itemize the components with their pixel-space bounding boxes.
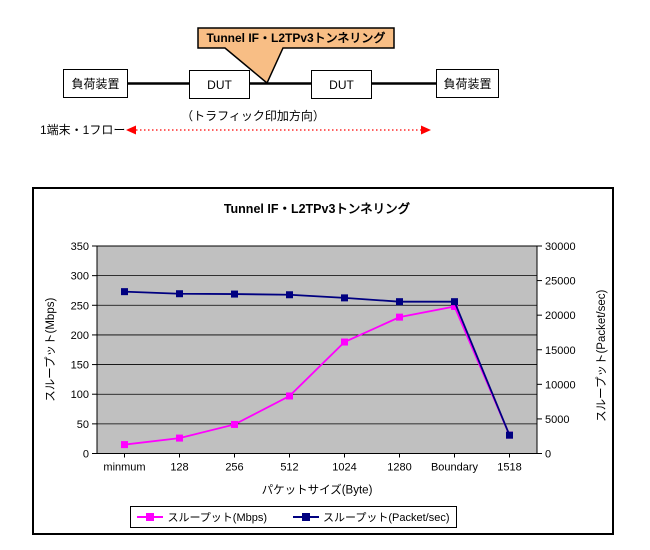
x-tick-label: 256 — [225, 462, 243, 474]
series-marker-0 — [396, 313, 403, 321]
legend-entry-0: スループット(Mbps) — [137, 509, 267, 525]
y-tick-label-right: 15000 — [545, 345, 576, 357]
x-tick-label: 512 — [280, 462, 298, 474]
traffic-arrow-head-right-icon — [421, 125, 431, 135]
y-tick-label-left: 150 — [71, 360, 89, 372]
series-marker-1 — [231, 290, 238, 298]
series-marker-0 — [231, 420, 238, 428]
dut-left-label: DUT — [207, 77, 232, 92]
series-marker-1 — [286, 291, 293, 299]
series-marker-0 — [451, 302, 458, 310]
network-diagram-canvas — [126, 27, 436, 135]
y-axis-title-left: スループット(Mbps) — [44, 298, 57, 402]
y-tick-label-right: 25000 — [545, 276, 576, 288]
series-marker-1 — [506, 431, 513, 439]
traffic-arrow-head-left-icon — [126, 125, 136, 135]
traffic-direction-label: （トラフィック印加方向） — [181, 109, 325, 123]
series-marker-1 — [341, 294, 348, 302]
legend-swatch-icon — [293, 513, 320, 521]
y-tick-label-left: 250 — [71, 300, 89, 312]
y-tick-label-left: 0 — [83, 449, 89, 461]
load-device-left-label: 負荷装置 — [71, 77, 120, 91]
legend-marker-icon — [146, 513, 155, 521]
x-tick-label: Boundary — [431, 462, 479, 474]
legend-swatch-icon — [137, 513, 164, 521]
series-marker-0 — [121, 441, 128, 449]
y-tick-label-right: 10000 — [545, 379, 576, 391]
series-line-0 — [124, 305, 511, 446]
x-axis-title: パケットサイズ(Byte) — [262, 483, 373, 497]
throughput-chart-frame: Tunnel IF・L2TPv3トンネリング 0 50 100 150 200 250 300… — [32, 187, 614, 535]
series-marker-1 — [451, 298, 458, 306]
x-tick-label: 1280 — [387, 462, 411, 474]
y-tick-label-right: 20000 — [545, 310, 576, 322]
y-tick-label-left: 300 — [71, 271, 89, 283]
y-tick-label-left: 50 — [77, 419, 89, 431]
load-device-right-label: 負荷装置 — [443, 77, 492, 91]
load-device-right-box: 負荷装置 — [436, 69, 499, 98]
throughput-chart-canvas: Tunnel IF・L2TPv3トンネリング 0 50 100 150 200 250 300… — [44, 201, 608, 497]
tunnel-callout-label: Tunnel IF・L2TPv3トンネリング — [206, 31, 386, 45]
load-device-left-box: 負荷装置 — [63, 69, 128, 98]
dut-right-box: DUT — [311, 70, 372, 99]
series-marker-1 — [176, 290, 183, 298]
chart-title: Tunnel IF・L2TPv3トンネリング — [224, 201, 411, 216]
y-tick-label-right: 0 — [545, 449, 551, 461]
series-marker-1 — [396, 298, 403, 306]
legend-entry-1: スループット(Packet/sec) — [293, 509, 450, 525]
series-marker-0 — [286, 392, 293, 400]
series-marker-0 — [176, 434, 183, 442]
flow-label: 1端末・1フロー — [40, 123, 126, 137]
dut-right-label: DUT — [329, 77, 354, 92]
y-tick-label-left: 350 — [71, 241, 89, 253]
y-tick-label-left: 100 — [71, 389, 89, 401]
y-tick-label-right: 5000 — [545, 414, 569, 426]
series-marker-0 — [341, 338, 348, 346]
tunnel-callout-shape — [197, 27, 395, 85]
x-tick-label: 1024 — [332, 462, 356, 474]
y-tick-label-left: 200 — [71, 330, 89, 342]
dut-left-box: DUT — [189, 70, 250, 99]
series-line-1 — [124, 290, 511, 436]
y-tick-label-right: 30000 — [545, 241, 576, 253]
x-tick-label: 1518 — [497, 462, 521, 474]
legend-label: スループット(Packet/sec) — [323, 512, 450, 524]
chart-legend: スループット(Mbps) スループット(Packet/sec) — [130, 506, 457, 528]
plot-area — [96, 245, 538, 454]
y-axis-title-right: スループット(Packet/sec) — [595, 289, 608, 421]
legend-label: スループット(Mbps) — [167, 512, 268, 524]
series-marker-1 — [121, 288, 128, 296]
x-tick-label: minmum — [103, 462, 145, 474]
legend-marker-icon — [302, 513, 311, 521]
x-tick-label: 128 — [170, 462, 188, 474]
